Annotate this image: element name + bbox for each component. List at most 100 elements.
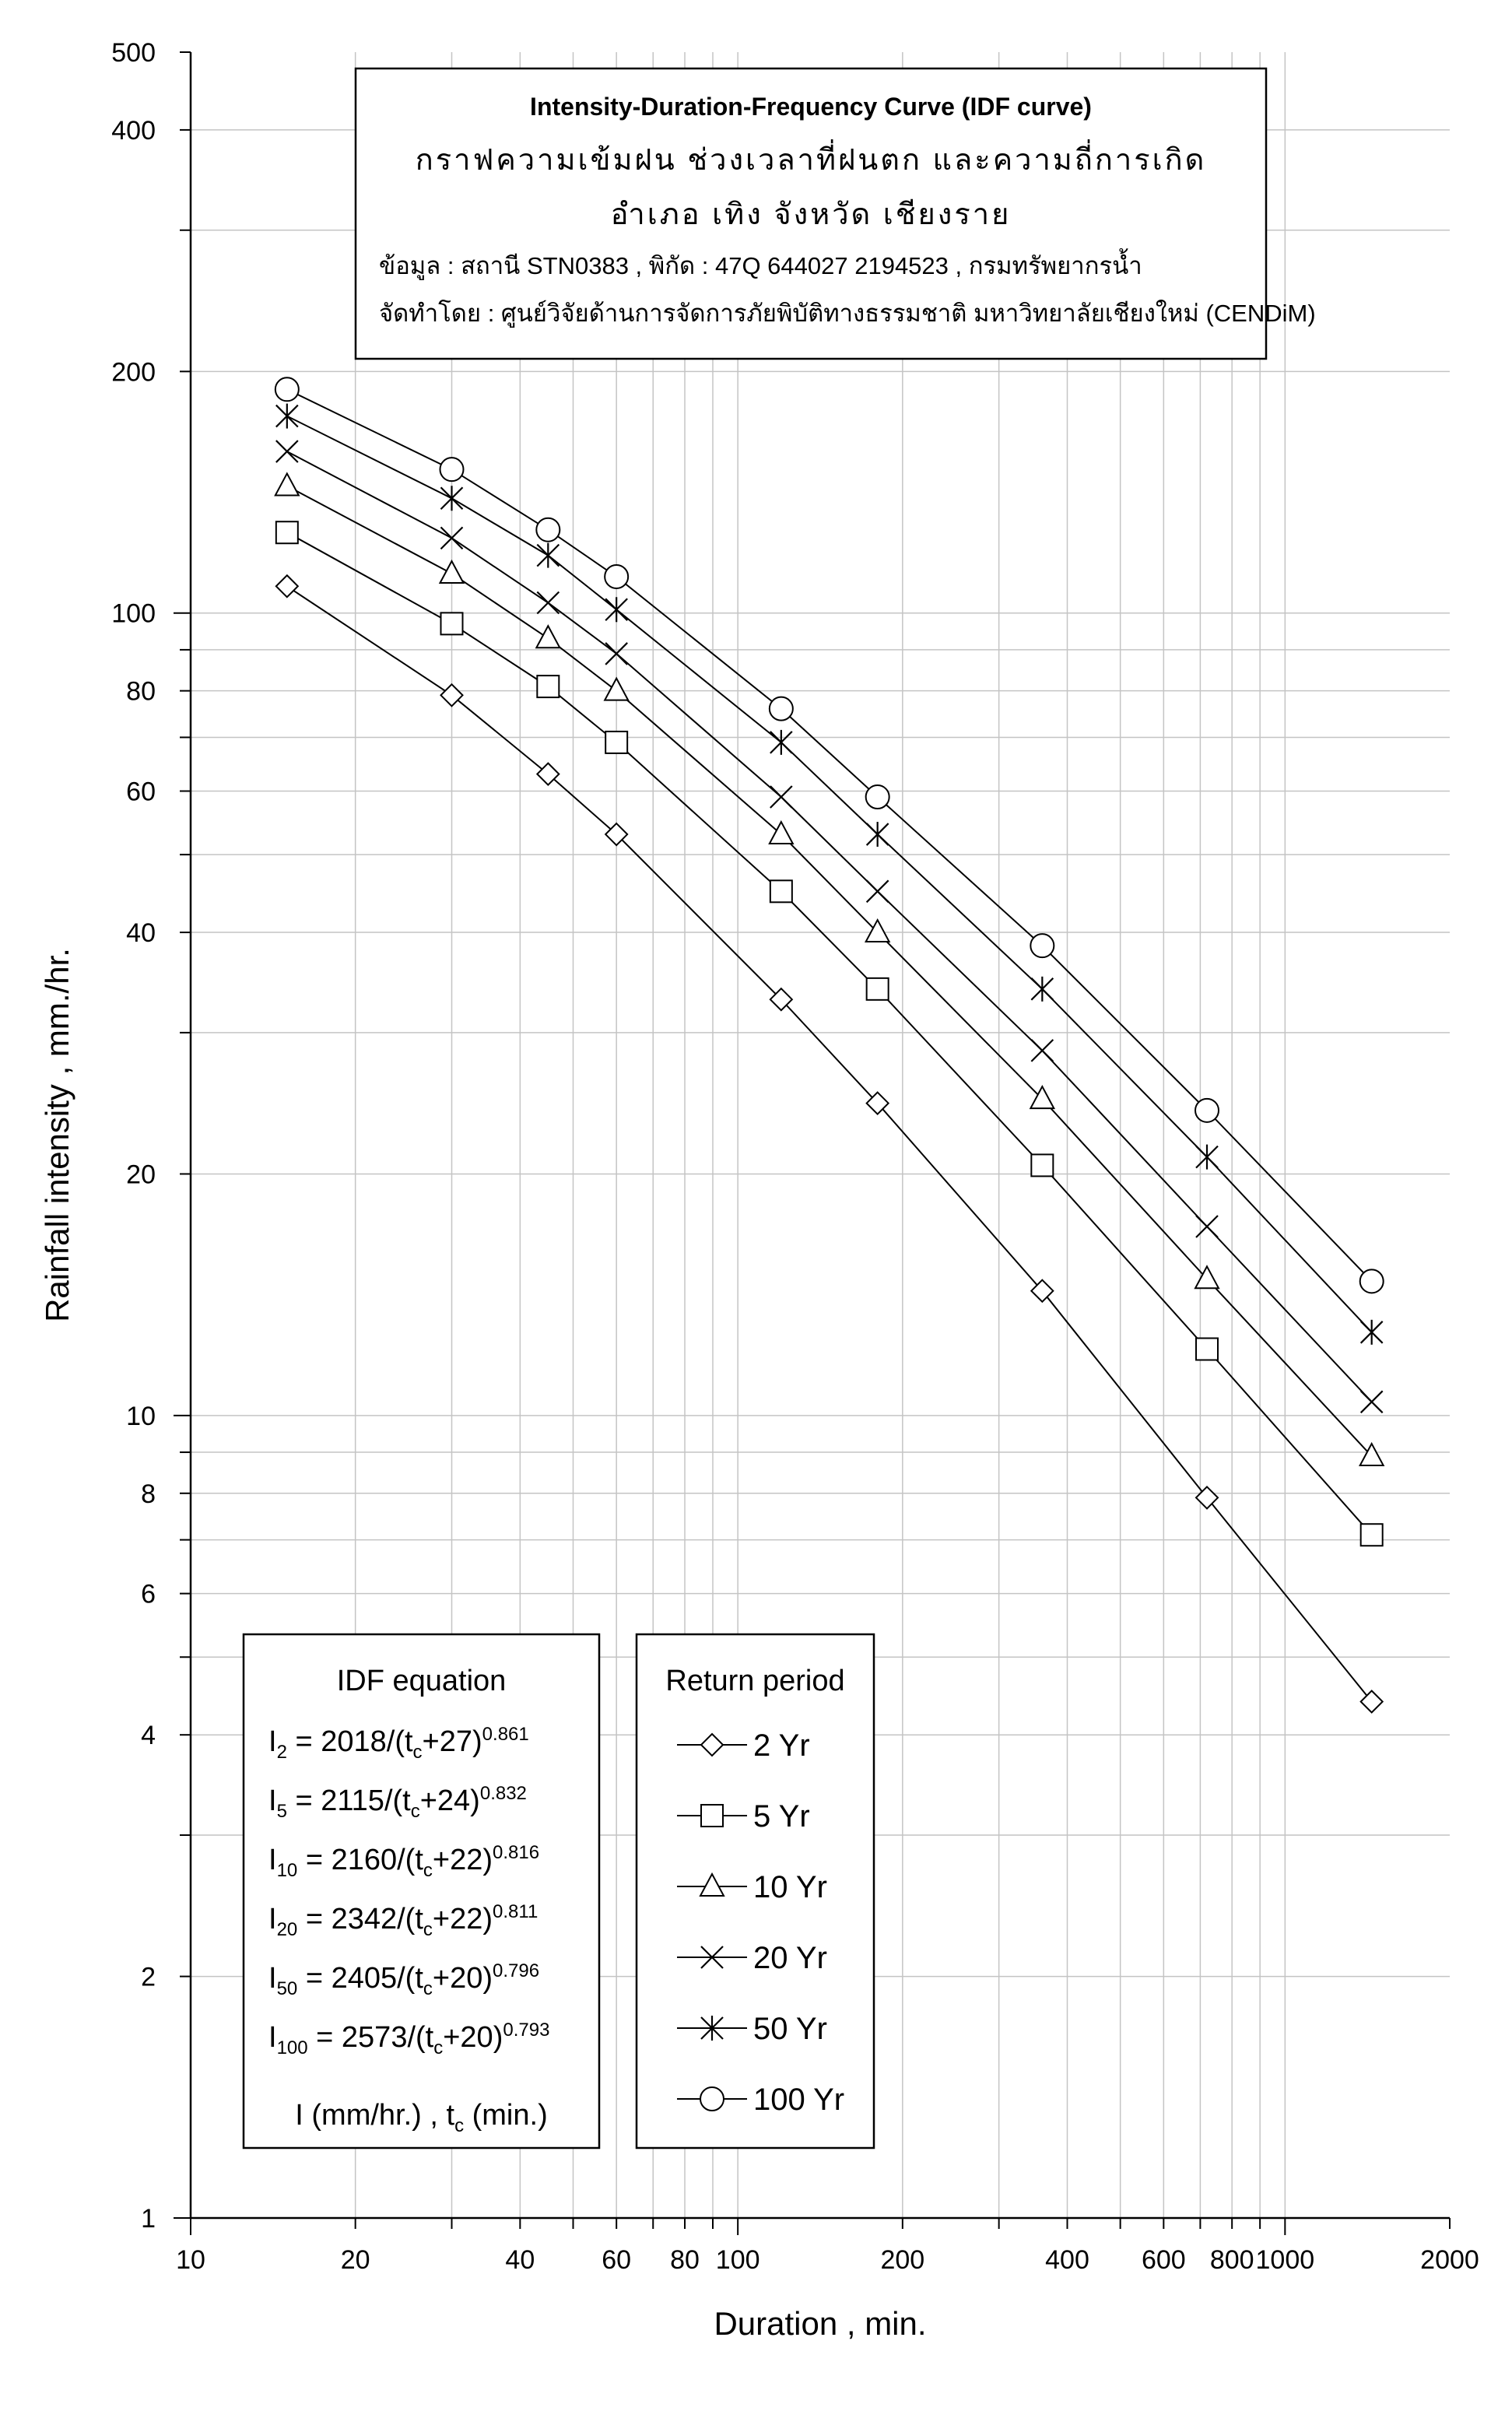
marker-asterisk: [536, 542, 560, 568]
title-box: [354, 67, 1268, 360]
x-tick-label: 200: [880, 2245, 924, 2275]
marker-asterisk: [1359, 1319, 1384, 1345]
equation-sub2: c: [423, 1860, 433, 1881]
equation-pre: I: [268, 1962, 277, 1995]
equation-post: +20): [433, 1962, 493, 1995]
equation-row: I10 = 2160/(tc+22)0.816: [268, 1842, 539, 1881]
marker-x: [1359, 1390, 1384, 1414]
marker-x-stroke: [770, 785, 793, 809]
y-tick-label: 1: [141, 2204, 156, 2234]
equation-units-post: (min.): [464, 2099, 548, 2132]
marker-triangle: [603, 676, 630, 701]
equation-pre: I: [268, 1903, 277, 1935]
marker-asterisk: [865, 822, 889, 848]
marker-square: [1030, 1153, 1054, 1177]
marker-x-stroke: [1030, 1039, 1054, 1062]
marker-circle: [700, 2086, 724, 2111]
marker-circle: [865, 784, 890, 810]
equation-mid: = 2405/(t: [297, 1962, 423, 1995]
marker-x: [440, 526, 464, 550]
x-tick-label: 800: [1210, 2245, 1254, 2275]
series-line: [286, 415, 1373, 1333]
equation-post: +27): [423, 1725, 482, 1758]
marker-diamond: [535, 762, 560, 787]
marker-circle: [535, 517, 561, 542]
marker-square: [275, 521, 299, 545]
marker-square: [536, 675, 560, 699]
marker-circle: [1195, 1097, 1220, 1123]
equation-units-pre: I (mm/hr.) , t: [295, 2099, 454, 2132]
equation-sup: 0.793: [503, 2020, 549, 2041]
marker-x-stroke: [865, 879, 889, 904]
x-axis-title: Duration , min.: [714, 2305, 926, 2342]
equation-title: IDF equation: [337, 1665, 507, 1697]
series-10-yr: [274, 472, 1385, 1467]
marker-x-stroke: [1359, 1390, 1384, 1414]
x-tick-label: 400: [1045, 2245, 1089, 2275]
equation-sup: 0.816: [493, 1842, 539, 1863]
series-line: [286, 532, 1373, 1535]
marker-square: [605, 730, 629, 754]
x-tick-label: 60: [602, 2245, 631, 2275]
legend-label: 10 Yr: [753, 1870, 827, 1904]
equation-post: +22): [433, 1903, 493, 1935]
marker-diamond: [1030, 1279, 1054, 1304]
equation-sub2: c: [433, 2037, 443, 2058]
annotation-layer: Intensity-Duration-Frequency Curve (IDF …: [242, 67, 1316, 2150]
marker-circle: [1030, 933, 1055, 959]
legend-item: 50 Yr: [677, 2012, 827, 2046]
marker-x-stroke: [275, 440, 299, 463]
x-tick-label: 600: [1142, 2245, 1186, 2275]
x-tick-label: 1000: [1256, 2245, 1315, 2275]
equation-mid: = 2018/(t: [287, 1725, 413, 1758]
marker-triangle: [864, 918, 891, 943]
legend-label: 2 Yr: [753, 1728, 810, 1763]
x-tick-label: 100: [716, 2245, 760, 2275]
marker-x: [770, 785, 793, 809]
marker-x: [275, 440, 299, 463]
equation-row: I20 = 2342/(tc+22)0.811: [268, 1901, 538, 1940]
y-tick-label: 100: [111, 599, 156, 629]
marker-diamond: [865, 1091, 890, 1115]
marker-circle: [1359, 1269, 1384, 1294]
equation-sub: 10: [277, 1860, 298, 1881]
equation-sub2: c: [413, 1742, 423, 1763]
series-2-yr: [275, 574, 1384, 1714]
chart-data-source: ข้อมูล : สถานี STN0383 , พิกัด : 47Q 644…: [379, 248, 1142, 280]
marker-diamond: [769, 987, 794, 1012]
chart-producer: จัดทำโดย : ศูนย์วิจัยด้านการจัดการภัยพิบ…: [379, 300, 1316, 328]
series-line: [286, 388, 1373, 1282]
marker-circle: [768, 696, 794, 721]
equation-mid: = 2573/(t: [308, 2021, 434, 2054]
marker-square: [769, 879, 793, 904]
legend-item: 20 Yr: [677, 1941, 827, 1975]
marker-circle: [439, 457, 465, 483]
equation-units: I (mm/hr.) , tc (min.): [295, 2099, 547, 2136]
y-tick-label: 2: [141, 1963, 156, 1992]
marker-x-stroke: [536, 591, 560, 615]
marker-circle: [604, 563, 630, 589]
marker-diamond: [275, 574, 300, 598]
marker-square: [865, 977, 889, 1001]
series-20-yr: [275, 440, 1384, 1414]
y-tick-label: 500: [111, 38, 156, 68]
x-tick-label: 80: [670, 2245, 700, 2275]
equation-sub: 5: [277, 1801, 287, 1822]
equation-row: I5 = 2115/(tc+24)0.832: [268, 1783, 527, 1822]
series-50-yr: [275, 403, 1384, 1345]
equation-pre: I: [268, 1844, 277, 1876]
equation-sub2: c: [423, 1978, 433, 1999]
x-tick-label: 10: [176, 2245, 205, 2275]
marker-asterisk: [770, 729, 793, 755]
marker-asterisk: [440, 486, 464, 511]
y-tick-label: 8: [141, 1479, 156, 1509]
legend-title: Return period: [665, 1665, 844, 1697]
y-tick-label: 80: [126, 677, 156, 707]
marker-x-stroke: [700, 1946, 724, 1969]
equation-mid: = 2160/(t: [297, 1844, 423, 1876]
equation-post: +22): [433, 1844, 493, 1876]
equation-post: +20): [443, 2021, 503, 2054]
equation-row: I2 = 2018/(tc+27)0.861: [268, 1724, 529, 1763]
series-100-yr: [274, 377, 1384, 1294]
